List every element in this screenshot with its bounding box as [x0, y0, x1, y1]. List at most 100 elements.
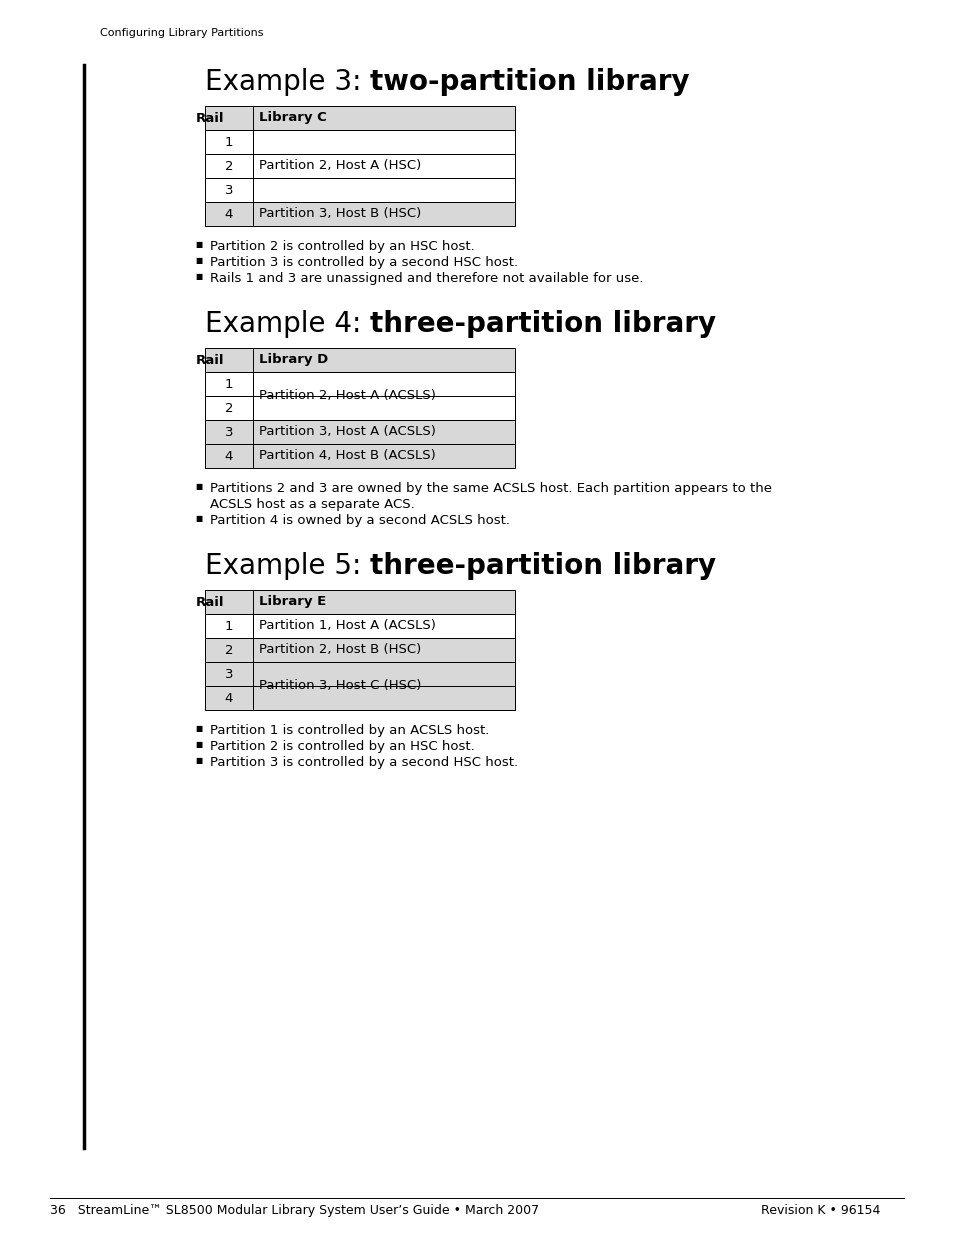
Bar — [205, 178, 253, 203]
Bar — [253, 685, 515, 710]
Text: Library E: Library E — [259, 595, 326, 609]
Text: three-partition library: three-partition library — [370, 552, 716, 580]
Bar — [253, 372, 515, 420]
Bar — [205, 420, 253, 445]
Bar — [253, 420, 515, 445]
Bar — [205, 685, 253, 710]
Text: Partition 3 is controlled by a second HSC host.: Partition 3 is controlled by a second HS… — [210, 256, 517, 269]
Bar — [253, 445, 515, 468]
Text: ■: ■ — [194, 256, 202, 266]
Text: Rail: Rail — [195, 111, 224, 125]
Bar — [205, 106, 515, 130]
Text: 2: 2 — [225, 401, 233, 415]
Text: ■: ■ — [194, 724, 202, 734]
Bar — [205, 203, 253, 226]
Text: Partition 2 is controlled by an HSC host.: Partition 2 is controlled by an HSC host… — [210, 240, 475, 253]
Text: Partition 2 is controlled by an HSC host.: Partition 2 is controlled by an HSC host… — [210, 740, 475, 753]
Bar — [253, 178, 515, 203]
Text: Partition 2, Host A (ACSLS): Partition 2, Host A (ACSLS) — [259, 389, 436, 403]
Bar — [205, 614, 253, 638]
Bar — [205, 348, 515, 372]
Text: 2: 2 — [225, 159, 233, 173]
Bar — [205, 614, 253, 638]
Text: Revision K • 96154: Revision K • 96154 — [760, 1204, 879, 1216]
Bar — [253, 420, 515, 445]
Text: 2: 2 — [225, 643, 233, 657]
Text: 3: 3 — [225, 667, 233, 680]
Bar — [205, 445, 253, 468]
Text: Example 4:: Example 4: — [205, 310, 370, 338]
Bar — [253, 203, 515, 226]
Text: Partition 3, Host C (HSC): Partition 3, Host C (HSC) — [259, 679, 421, 693]
Bar — [205, 662, 253, 685]
Bar — [205, 372, 253, 396]
Bar — [253, 203, 515, 226]
Text: Partitions 2 and 3 are owned by the same ACSLS host. Each partition appears to t: Partitions 2 and 3 are owned by the same… — [210, 482, 771, 495]
Text: Partition 2, Host B (HSC): Partition 2, Host B (HSC) — [259, 643, 421, 657]
Bar — [205, 638, 253, 662]
Bar — [253, 662, 515, 710]
Bar — [253, 154, 515, 178]
Text: 3: 3 — [225, 184, 233, 196]
Bar — [205, 106, 515, 130]
Text: Library C: Library C — [259, 111, 327, 125]
Text: Partition 3, Host B (HSC): Partition 3, Host B (HSC) — [259, 207, 421, 221]
Bar — [205, 396, 253, 420]
Text: 4: 4 — [225, 692, 233, 704]
Bar — [253, 130, 515, 154]
Text: Partition 1 is controlled by an ACSLS host.: Partition 1 is controlled by an ACSLS ho… — [210, 724, 489, 737]
Bar — [205, 130, 253, 154]
Text: ACSLS host as a separate ACS.: ACSLS host as a separate ACS. — [210, 498, 415, 511]
Text: 1: 1 — [225, 136, 233, 148]
Text: Example 3:: Example 3: — [205, 68, 370, 96]
Text: Rail: Rail — [195, 353, 224, 367]
Text: ■: ■ — [194, 240, 202, 249]
Bar — [205, 685, 253, 710]
Bar — [253, 662, 515, 710]
Text: Configuring Library Partitions: Configuring Library Partitions — [100, 28, 263, 38]
Bar — [253, 638, 515, 662]
Text: Rails 1 and 3 are unassigned and therefore not available for use.: Rails 1 and 3 are unassigned and therefo… — [210, 272, 643, 285]
Text: 36   StreamLine™ SL8500 Modular Library System User’s Guide • March 2007: 36 StreamLine™ SL8500 Modular Library Sy… — [50, 1204, 538, 1216]
Text: Partition 1, Host A (ACSLS): Partition 1, Host A (ACSLS) — [259, 620, 436, 632]
Bar — [253, 445, 515, 468]
Bar — [253, 614, 515, 638]
Bar — [205, 154, 253, 178]
Bar — [205, 154, 253, 178]
Bar — [205, 203, 253, 226]
Text: 1: 1 — [225, 378, 233, 390]
Bar — [253, 130, 515, 154]
Bar — [253, 396, 515, 420]
Text: ■: ■ — [194, 272, 202, 282]
Bar — [205, 396, 253, 420]
Text: ■: ■ — [194, 482, 202, 492]
Bar — [253, 638, 515, 662]
Bar — [205, 662, 253, 685]
Text: Partition 3 is controlled by a second HSC host.: Partition 3 is controlled by a second HS… — [210, 756, 517, 769]
Bar — [205, 130, 253, 154]
Bar — [205, 590, 515, 614]
Text: Library D: Library D — [259, 353, 328, 367]
Text: Rail: Rail — [195, 595, 224, 609]
Bar — [253, 614, 515, 638]
Bar — [205, 178, 253, 203]
Bar — [253, 372, 515, 420]
Bar — [205, 372, 253, 396]
Text: ■: ■ — [194, 756, 202, 764]
Text: 1: 1 — [225, 620, 233, 632]
Text: 3: 3 — [225, 426, 233, 438]
Text: Partition 4, Host B (ACSLS): Partition 4, Host B (ACSLS) — [259, 450, 436, 462]
Bar — [205, 348, 515, 372]
Text: ■: ■ — [194, 514, 202, 522]
Bar — [253, 154, 515, 178]
Bar — [205, 420, 253, 445]
Text: Partition 2, Host A (HSC): Partition 2, Host A (HSC) — [259, 159, 421, 173]
Text: Example 5:: Example 5: — [205, 552, 370, 580]
Text: two-partition library: two-partition library — [370, 68, 689, 96]
Text: three-partition library: three-partition library — [370, 310, 716, 338]
Bar — [205, 445, 253, 468]
Text: ■: ■ — [194, 740, 202, 748]
Text: 4: 4 — [225, 450, 233, 462]
Bar — [205, 638, 253, 662]
Text: Partition 3, Host A (ACSLS): Partition 3, Host A (ACSLS) — [259, 426, 436, 438]
